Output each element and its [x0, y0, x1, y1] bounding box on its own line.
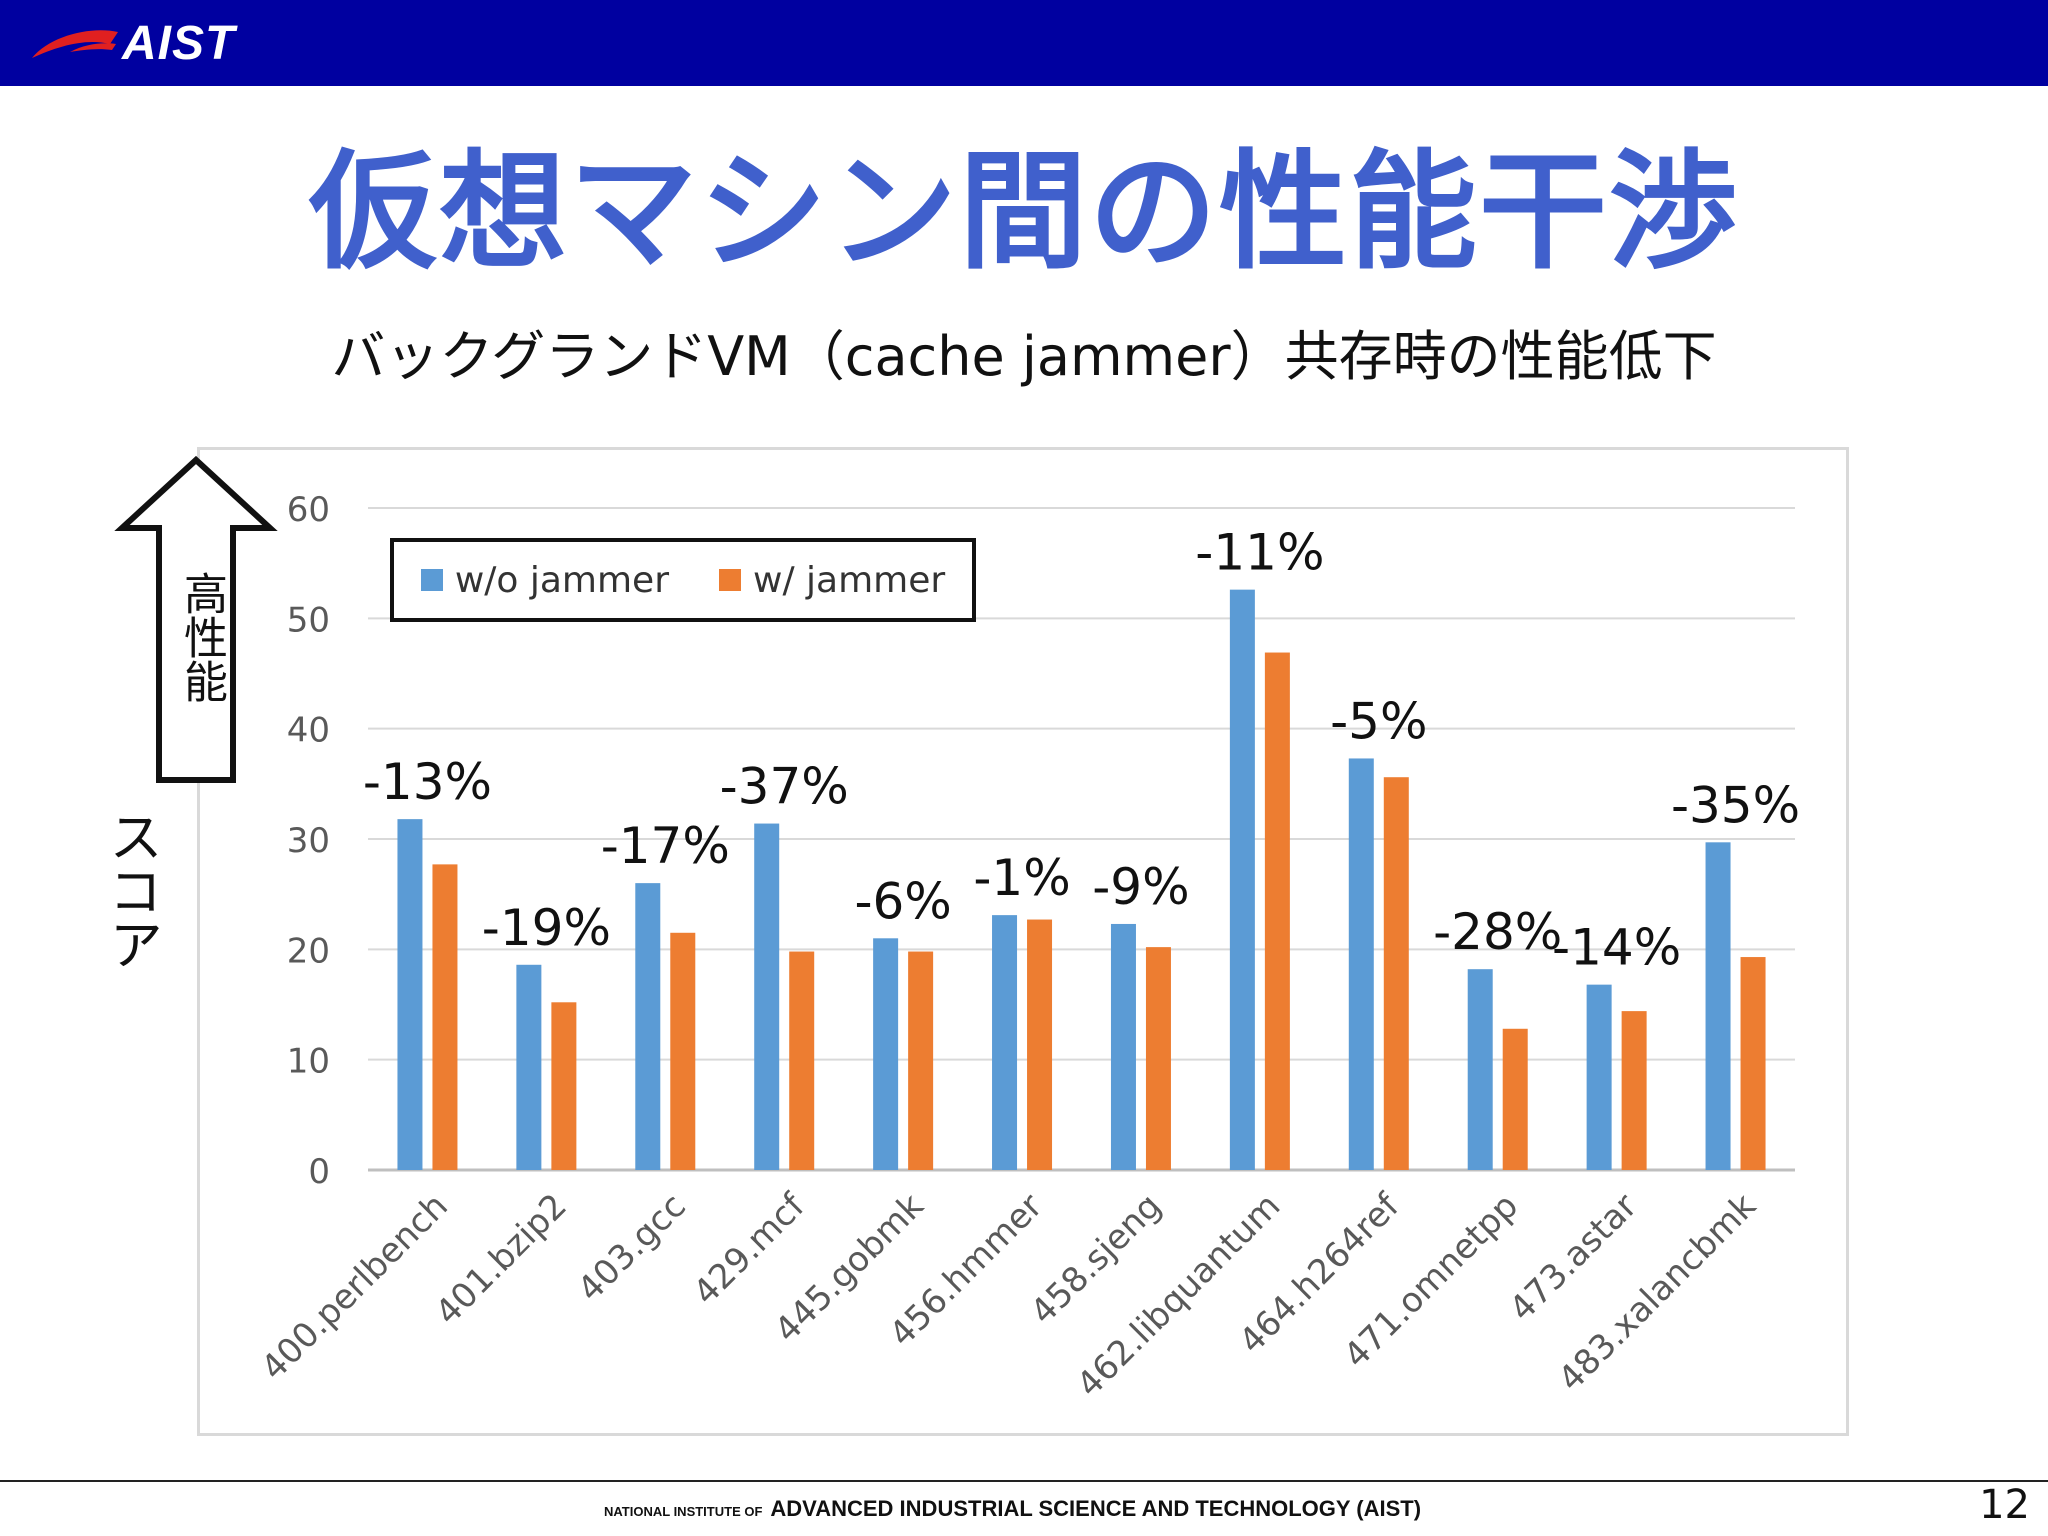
bar-w-jammer: [1027, 919, 1053, 1170]
x-tick-label: 462.libquantum: [1069, 1186, 1288, 1405]
bar-wo-jammer: [516, 964, 542, 1170]
aist-logo: AIST: [30, 14, 260, 72]
bar-wo-jammer: [754, 823, 780, 1170]
legend-item-w-jammer: w/ jammer: [719, 560, 945, 601]
change-annotation: -37%: [720, 758, 849, 816]
footer-divider: [0, 1480, 2048, 1482]
change-annotation: -1%: [973, 849, 1070, 907]
bar-w-jammer: [551, 1002, 577, 1170]
bar-wo-jammer: [1705, 842, 1731, 1170]
bar-w-jammer: [1264, 652, 1290, 1170]
x-tick-label: 401.bzip2: [428, 1186, 575, 1333]
y-tick-label: 10: [287, 1042, 330, 1082]
bar-w-jammer: [1621, 1011, 1647, 1170]
bar-wo-jammer: [1110, 923, 1136, 1170]
change-annotation: -35%: [1671, 776, 1800, 834]
bar-w-jammer: [432, 864, 458, 1170]
x-tick-label: 483.xalancbmk: [1551, 1186, 1764, 1399]
y-tick-label: 0: [308, 1152, 330, 1192]
x-tick-label: 400.perlbench: [254, 1186, 456, 1388]
bar-w-jammer: [1740, 957, 1766, 1170]
footer-prefix: NATIONAL INSTITUTE OF: [604, 1504, 763, 1519]
change-annotation: -17%: [601, 817, 730, 875]
slide-subtitle: バックグランドVM（cache jammer）共存時の性能低下: [331, 325, 1717, 388]
change-annotation: -13%: [363, 753, 492, 811]
legend-swatch-blue: [420, 569, 443, 591]
bar-wo-jammer: [1348, 758, 1374, 1170]
legend-item-wo-jammer: w/o jammer: [420, 559, 670, 601]
bar-w-jammer: [1145, 947, 1171, 1170]
y-tick-label: 30: [287, 821, 330, 861]
bar-w-jammer: [1383, 777, 1409, 1170]
header-bar: AIST: [0, 0, 2048, 86]
bar-wo-jammer: [1586, 984, 1612, 1170]
bar-wo-jammer: [1467, 969, 1493, 1170]
chart-legend: w/o jammer w/ jammer: [390, 538, 976, 622]
bar-wo-jammer: [635, 883, 661, 1170]
slide-title: 仮想マシン間の性能干渉: [308, 138, 1739, 287]
bar-w-jammer: [908, 951, 934, 1170]
y-axis-title: スコア: [99, 809, 163, 971]
bar-wo-jammer: [1229, 589, 1255, 1170]
y-tick-label: 60: [287, 490, 330, 530]
footer-name: ADVANCED INDUSTRIAL SCIENCE AND TECHNOLO…: [770, 1496, 1422, 1521]
legend-label-wo-jammer: w/o jammer: [454, 559, 670, 601]
bar-w-jammer: [789, 951, 815, 1170]
bar-wo-jammer: [873, 938, 899, 1170]
change-annotation: -5%: [1330, 692, 1427, 750]
bar-wo-jammer: [397, 819, 423, 1170]
logo-text: AIST: [122, 17, 236, 70]
bar-wo-jammer: [992, 915, 1018, 1170]
y-tick-label: 20: [287, 931, 330, 971]
chart-frame: [197, 447, 1849, 1436]
change-annotation: -14%: [1552, 919, 1681, 977]
bar-w-jammer: [670, 932, 696, 1170]
change-annotation: -9%: [1092, 858, 1189, 916]
y-tick-label: 40: [287, 711, 330, 751]
change-annotation: -6%: [854, 872, 951, 930]
arrow-label: 高性能: [176, 571, 227, 703]
legend-swatch-orange: [719, 569, 742, 591]
y-tick-label: 50: [287, 600, 330, 640]
change-annotation: -11%: [1195, 524, 1324, 582]
up-arrow-icon: [114, 455, 278, 783]
footer-organization: NATIONAL INSTITUTE OF ADVANCED INDUSTRIAL…: [604, 1496, 1421, 1522]
x-tick-label: 403.gcc: [570, 1186, 694, 1310]
bar-w-jammer: [1502, 1028, 1528, 1170]
legend-label-w-jammer: w/ jammer: [753, 559, 946, 601]
change-annotation: -19%: [482, 899, 611, 957]
change-annotation: -28%: [1433, 903, 1562, 961]
page-number: 12: [1979, 1482, 2030, 1528]
swoosh-icon: [32, 30, 118, 58]
